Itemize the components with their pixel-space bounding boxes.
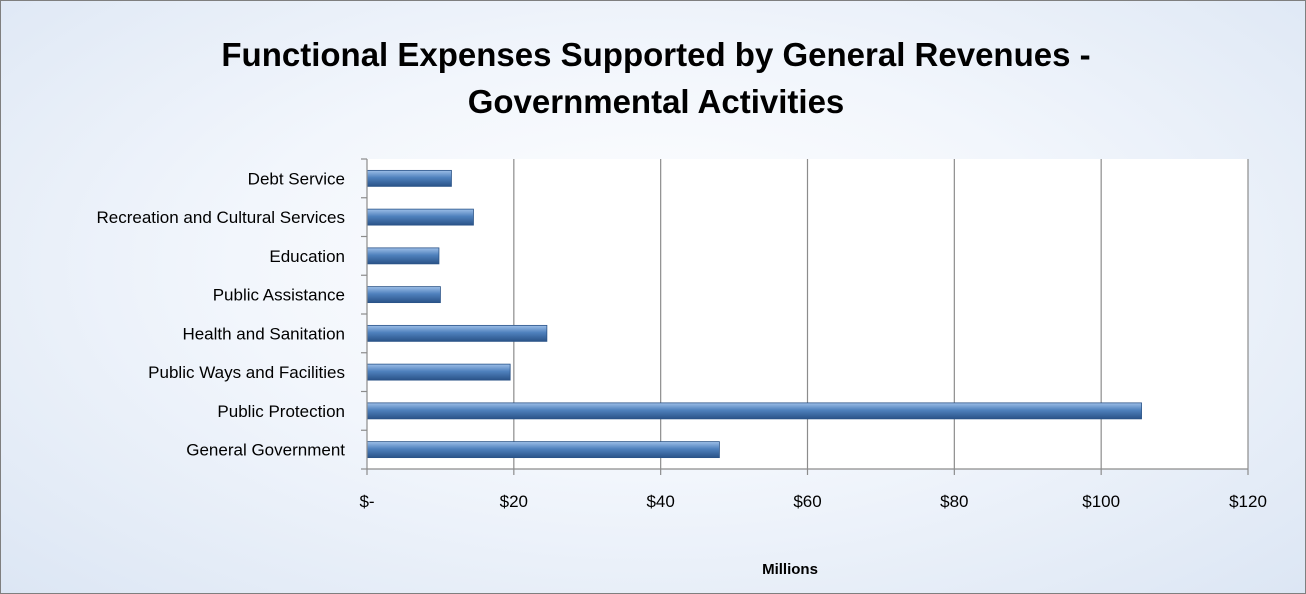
- category-label-4: Health and Sanitation: [182, 324, 345, 343]
- value-tick-label-2: $40: [646, 492, 674, 511]
- chart-title-line-2: Governmental Activities: [468, 83, 845, 120]
- chart-title-line-1: Functional Expenses Supported by General…: [221, 36, 1090, 73]
- bar-1: [366, 208, 474, 226]
- category-label-1: Recreation and Cultural Services: [96, 208, 345, 227]
- category-axis: [361, 158, 368, 470]
- value-tick-label-0: $-: [359, 492, 374, 511]
- value-axis: [366, 468, 1249, 475]
- value-tick-labels: $- $20 $40 $60 $80 $100 $120: [359, 492, 1266, 511]
- bar-6: [366, 402, 1142, 420]
- category-label-6: Public Protection: [217, 402, 345, 421]
- category-label-0: Debt Service: [248, 169, 345, 188]
- category-label-7: General Government: [186, 441, 345, 460]
- bar-4: [366, 324, 548, 342]
- chart-title: Functional Expenses Supported by General…: [221, 36, 1090, 120]
- category-label-3: Public Assistance: [213, 286, 345, 305]
- bar-3: [366, 286, 441, 304]
- value-tick-label-5: $100: [1082, 492, 1120, 511]
- bar-5: [366, 363, 511, 381]
- category-label-5: Public Ways and Facilities: [148, 363, 345, 382]
- value-tick-label-6: $120: [1229, 492, 1267, 511]
- value-tick-label-3: $60: [793, 492, 821, 511]
- bar-2: [366, 247, 440, 265]
- x-axis-title: Millions: [762, 561, 818, 578]
- category-labels: Debt Service Recreation and Cultural Serv…: [96, 169, 345, 459]
- gridlines: [513, 159, 1249, 469]
- bar-7: [366, 441, 720, 459]
- value-tick-label-1: $20: [500, 492, 528, 511]
- value-tick-label-4: $80: [940, 492, 968, 511]
- bar-0: [366, 169, 452, 187]
- category-label-2: Education: [269, 247, 345, 266]
